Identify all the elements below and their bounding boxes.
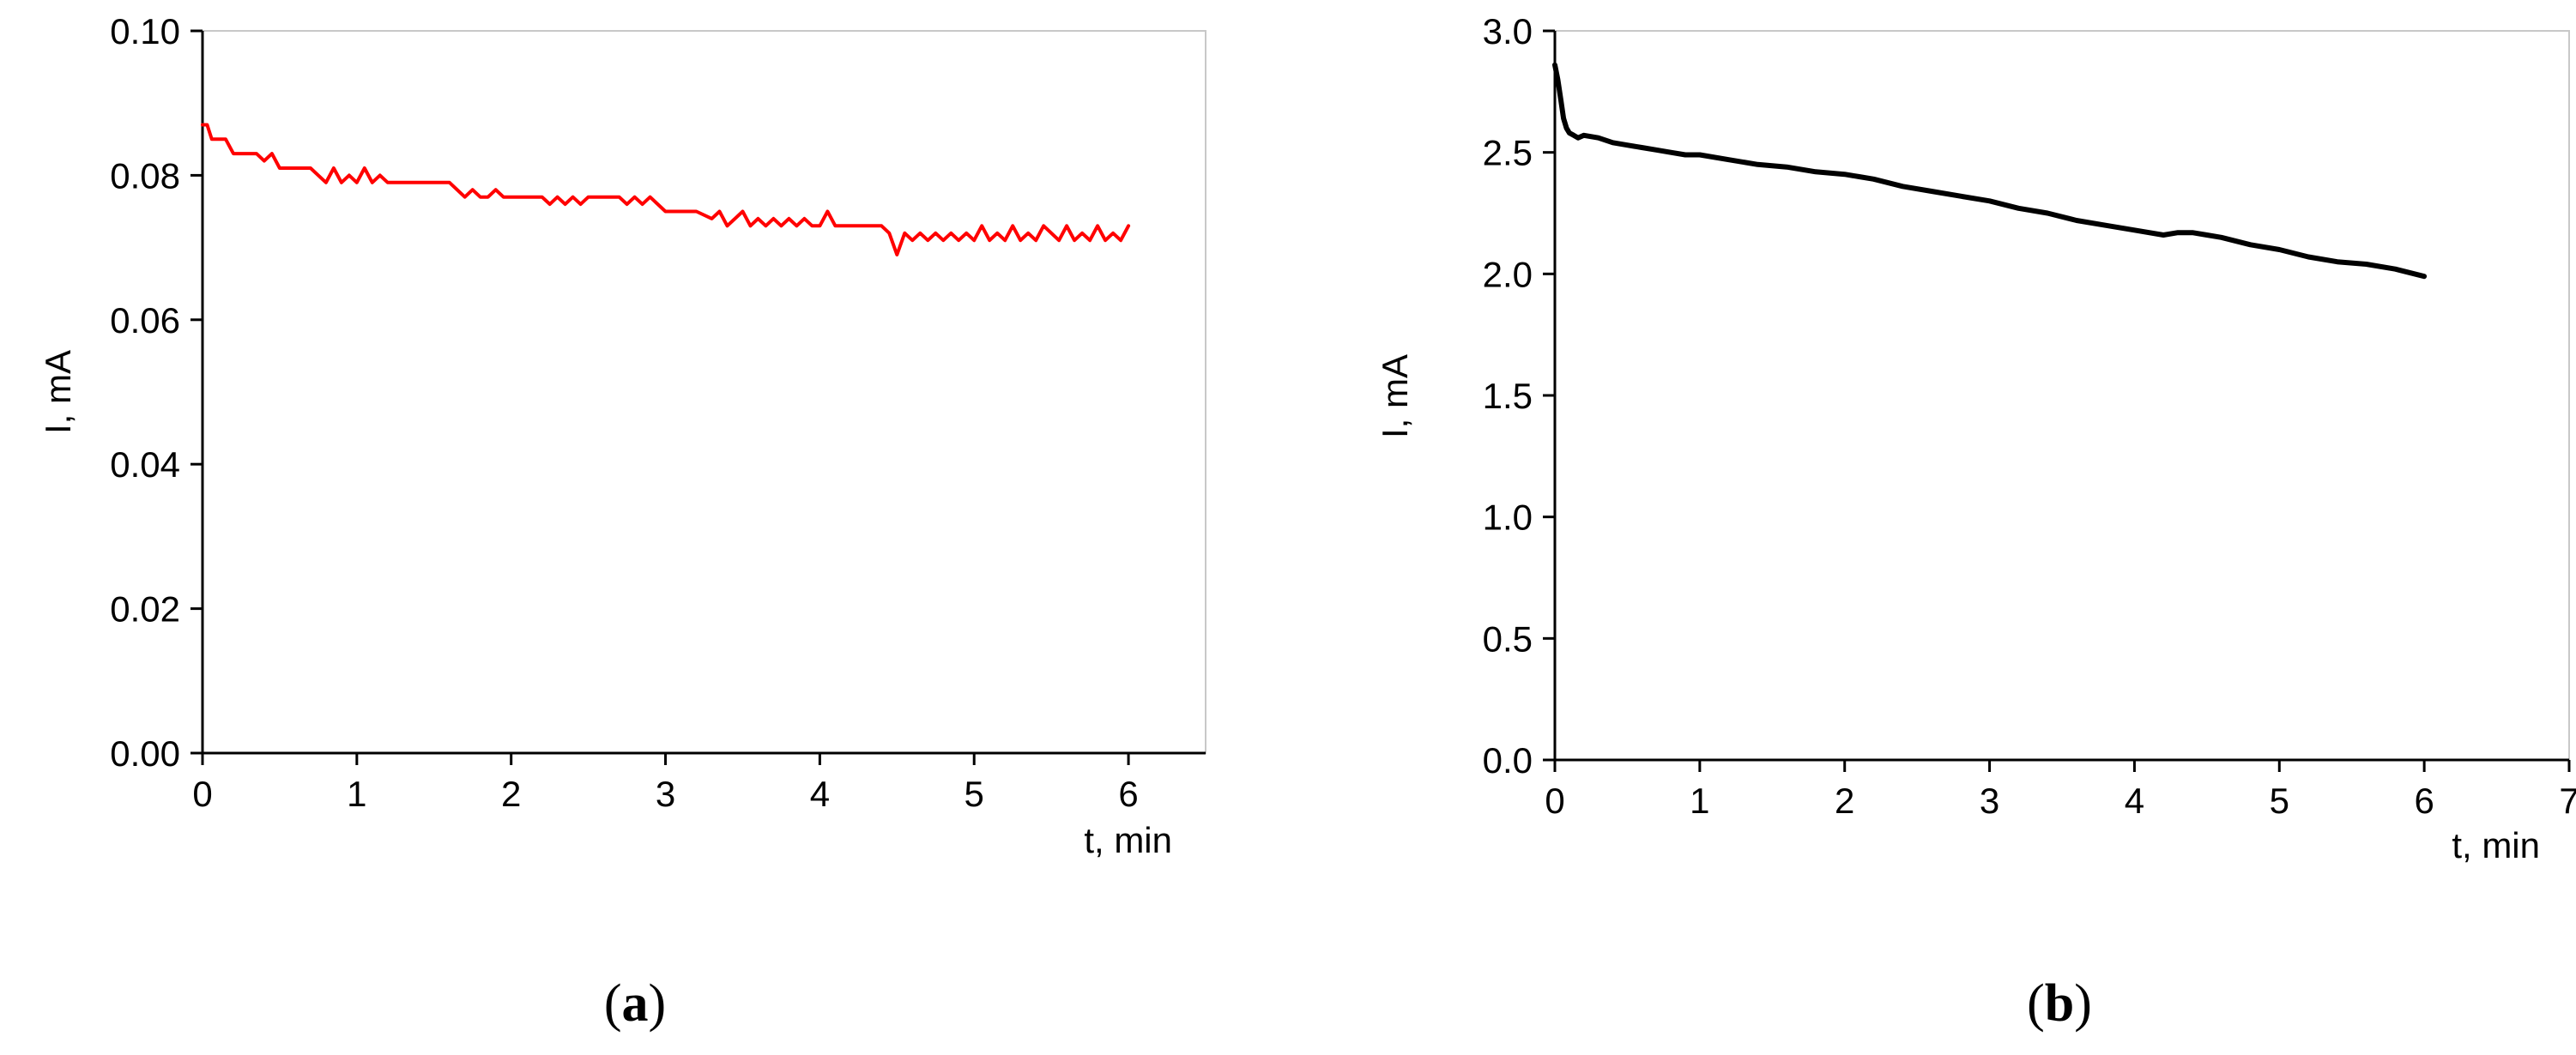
x-tick-label: 0 [192, 774, 212, 814]
x-tick-label: 4 [810, 774, 830, 814]
y-tick-label: 0.06 [110, 300, 180, 341]
tick-labels-b: 0 1 2 3 4 5 6 7 0.0 0.5 1.0 1.5 2.0 2.5 3.0 [1483, 11, 2576, 821]
y-tick-label: 0.00 [110, 733, 180, 774]
panel-b: 0 1 2 3 4 5 6 7 0.0 0.5 1.0 1.5 2.0 2.5 3.0 I, mA t, m… [1375, 11, 2576, 1033]
plot-frame-b [1554, 30, 2570, 761]
series-b [1552, 62, 2428, 280]
y-axis-label-a: I, mA [38, 350, 78, 434]
y-tick-label: 1.5 [1483, 376, 1533, 416]
x-tick-label: 2 [1835, 781, 1854, 821]
panel-a: 0 1 2 3 4 5 6 0.00 0.02 0.04 0.06 0.08 0.10 I, mA t,… [38, 11, 1206, 1033]
y-tick-label: 0.02 [110, 589, 180, 630]
series-a [201, 123, 1131, 256]
y-tick-label: 0.0 [1483, 740, 1533, 781]
y-axis-label-b: I, mA [1375, 354, 1415, 438]
x-tick-label: 1 [347, 774, 366, 814]
x-tick-label: 0 [1545, 781, 1564, 821]
y-tick-label: 0.10 [110, 11, 180, 51]
x-tick-label: 3 [656, 774, 675, 814]
plot-frame-a [202, 30, 1206, 754]
series-line-b-0 [1552, 62, 2428, 280]
ticks-a [190, 29, 1130, 765]
x-tick-label: 5 [2270, 781, 2289, 821]
x-tick-label: 1 [1690, 781, 1709, 821]
y-tick-label: 1.0 [1483, 497, 1533, 538]
tick-labels-a: 0 1 2 3 4 5 6 0.00 0.02 0.04 0.06 0.08 0.10 [110, 11, 1139, 814]
x-tick-label: 7 [2559, 781, 2576, 821]
ticks-b [1543, 29, 2571, 772]
y-tick-label: 0.04 [110, 444, 180, 485]
series-line-a-0 [201, 123, 1131, 256]
axes-b [1553, 31, 2569, 762]
x-tick-label: 6 [1118, 774, 1138, 814]
y-tick-label: 2.5 [1483, 133, 1533, 173]
x-tick-label: 6 [2414, 781, 2434, 821]
y-tick-label: 0.5 [1483, 618, 1533, 659]
y-tick-label: 2.0 [1483, 254, 1533, 294]
x-tick-label: 4 [2125, 781, 2144, 821]
axes-a [201, 31, 1206, 755]
x-tick-label: 5 [964, 774, 984, 814]
x-tick-label: 3 [1980, 781, 1999, 821]
y-tick-label: 0.08 [110, 155, 180, 196]
panel-label-a: (a) [604, 974, 666, 1033]
y-tick-label: 3.0 [1483, 11, 1533, 51]
x-axis-label-a: t, min [1084, 820, 1172, 860]
panel-label-b: (b) [2027, 974, 2092, 1033]
x-tick-label: 2 [501, 774, 521, 814]
x-axis-label-b: t, min [2452, 825, 2540, 865]
